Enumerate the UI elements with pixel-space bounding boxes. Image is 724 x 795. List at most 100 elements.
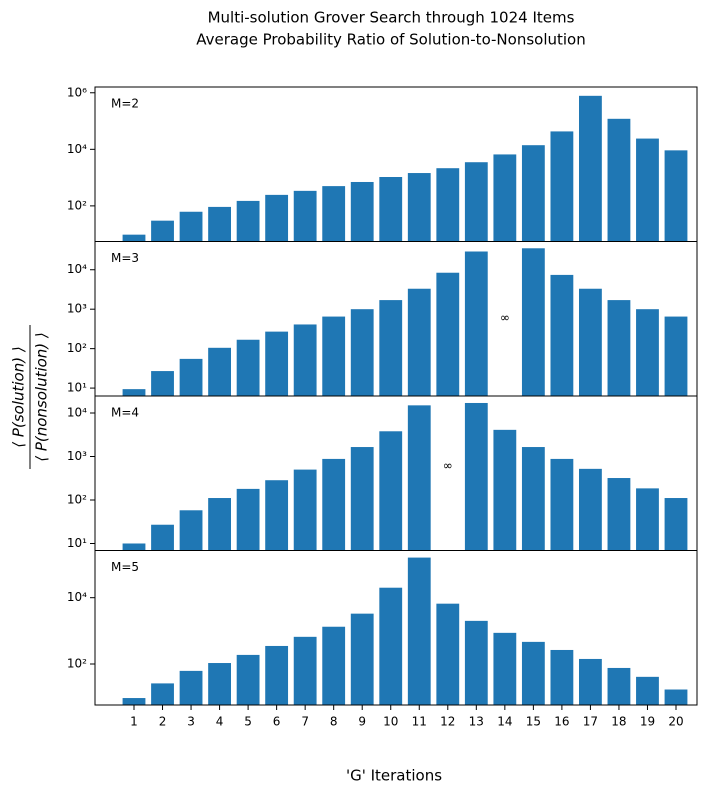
- bar: [350, 309, 374, 396]
- x-tick-label: 5: [244, 715, 252, 729]
- bar: [464, 402, 488, 551]
- bar: [579, 658, 602, 705]
- panel-label: M=4: [111, 406, 139, 420]
- bar: [407, 557, 431, 705]
- y-label-numerator: ⟨ P(solution) ⟩: [10, 346, 28, 447]
- bar: [636, 676, 659, 705]
- x-tick-label: 10: [383, 715, 398, 729]
- bar: [179, 510, 203, 551]
- bar: [407, 405, 431, 551]
- panel-frame: [94, 550, 698, 706]
- chart-title: Multi-solution Grover Search through 102…: [208, 9, 575, 27]
- bar: [636, 488, 659, 551]
- bar: [350, 447, 374, 551]
- bar: [407, 173, 431, 242]
- y-tick-label: 10⁴: [67, 262, 87, 276]
- x-tick-label: 19: [640, 715, 655, 729]
- bar: [464, 620, 488, 705]
- bar: [293, 324, 317, 396]
- bar: [379, 177, 403, 242]
- bar: [265, 331, 289, 396]
- bar: [636, 309, 659, 396]
- y-tick-label: 10³: [67, 302, 87, 316]
- bar: [607, 118, 631, 242]
- bar: [350, 613, 374, 705]
- y-tick-label: 10⁴: [67, 590, 87, 604]
- bar: [265, 194, 289, 242]
- bar: [664, 498, 688, 551]
- x-tick-label: 14: [497, 715, 512, 729]
- x-tick-label: 20: [668, 715, 683, 729]
- bar: [550, 458, 574, 551]
- x-tick-label: 6: [273, 715, 281, 729]
- x-tick-label: 15: [526, 715, 541, 729]
- x-tick-label: 11: [412, 715, 427, 729]
- x-tick-label: 16: [554, 715, 569, 729]
- annotation: ∞: [500, 310, 510, 324]
- bar: [151, 220, 174, 242]
- x-tick-label: 13: [469, 715, 484, 729]
- bar: [208, 347, 231, 396]
- bar: [436, 168, 460, 242]
- bar: [236, 339, 260, 396]
- panel-label: M=3: [111, 251, 139, 265]
- x-tick-label: 12: [440, 715, 455, 729]
- bar: [293, 469, 317, 551]
- bar: [664, 316, 688, 396]
- bar: [179, 358, 203, 396]
- y-axis-label: ⟨ P(solution) ⟩ ⟨ P(nonsolution) ⟩: [10, 325, 51, 469]
- bar: [436, 272, 460, 396]
- bar: [151, 371, 174, 396]
- panel-label: M=5: [111, 560, 139, 574]
- chart-subtitle: Average Probability Ratio of Solution-to…: [196, 31, 586, 49]
- x-tick-label: 17: [583, 715, 598, 729]
- bar: [607, 478, 631, 551]
- x-tick-label: 9: [358, 715, 366, 729]
- bar: [208, 498, 231, 551]
- x-tick-label: 18: [611, 715, 626, 729]
- bar: [265, 480, 289, 551]
- y-tick-label: 10¹: [67, 381, 87, 395]
- bar: [521, 145, 545, 242]
- bar: [293, 190, 317, 242]
- y-tick-label: 10¹: [67, 536, 87, 550]
- y-tick-label: 10²: [67, 198, 87, 212]
- bar: [579, 468, 602, 551]
- bar: [379, 587, 403, 705]
- bar: [464, 162, 488, 242]
- bar: [464, 251, 488, 396]
- bar: [122, 389, 146, 396]
- x-tick-label: 1: [130, 715, 138, 729]
- bar: [579, 288, 602, 396]
- bar: [293, 636, 317, 705]
- bar: [521, 641, 545, 705]
- bar: [151, 524, 174, 551]
- bar: [179, 211, 203, 242]
- bar: [122, 698, 146, 705]
- bar: [550, 131, 574, 242]
- bar: [579, 95, 602, 242]
- bar: [322, 316, 346, 396]
- bar: [322, 186, 346, 242]
- bar: [151, 683, 174, 705]
- bar: [521, 248, 545, 396]
- y-label-denominator: ⟨ P(nonsolution) ⟩: [33, 332, 51, 462]
- x-tick-label: 8: [330, 715, 338, 729]
- x-axis-label: 'G' Iterations: [346, 767, 442, 785]
- bar: [436, 603, 460, 705]
- y-tick-label: 10²: [67, 492, 87, 506]
- annotation: ∞: [443, 459, 453, 473]
- y-tick-label: 10³: [67, 449, 87, 463]
- bar: [636, 138, 659, 242]
- bar: [607, 667, 631, 705]
- bar: [379, 431, 403, 551]
- y-tick-label: 10⁶: [67, 85, 87, 99]
- bar: [350, 181, 374, 242]
- bar: [322, 458, 346, 551]
- y-tick-label: 10²: [67, 657, 87, 671]
- bar: [607, 300, 631, 396]
- y-tick-label: 10²: [67, 341, 87, 355]
- x-tick-label: 7: [301, 715, 309, 729]
- y-tick-label: 10⁴: [67, 142, 87, 156]
